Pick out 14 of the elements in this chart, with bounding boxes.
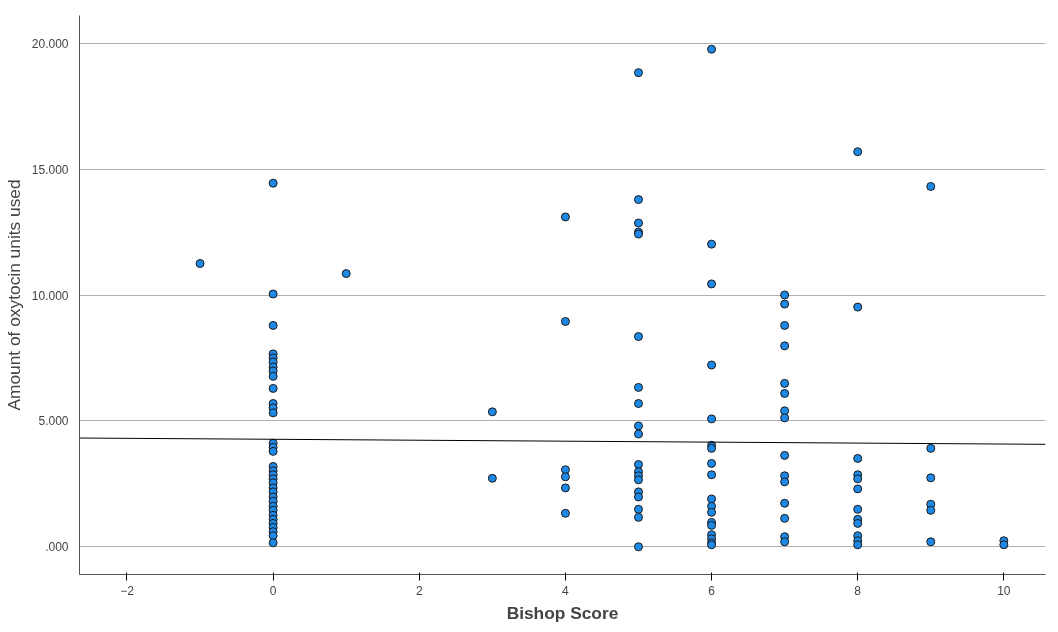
y-tick-label: 20.000 xyxy=(31,36,69,51)
y-axis-title: Amount of oxytocin units used xyxy=(3,179,24,411)
x-tick-label: 0 xyxy=(269,583,277,598)
x-tick-label: 6 xyxy=(708,583,716,598)
x-tick-label: 8 xyxy=(854,583,862,598)
y-tick-label: 15.000 xyxy=(31,162,69,177)
x-axis-title: Bishop Score xyxy=(506,602,619,623)
x-tick-label: 10 xyxy=(997,583,1011,598)
x-tick-label: 4 xyxy=(562,583,570,598)
x-tick-label: 2 xyxy=(415,583,423,598)
y-tick-label: .000 xyxy=(45,540,69,555)
y-tick-label: 10.000 xyxy=(31,288,69,303)
y-tick-label: 5.000 xyxy=(38,414,69,429)
x-tick-label: −2 xyxy=(120,583,135,598)
